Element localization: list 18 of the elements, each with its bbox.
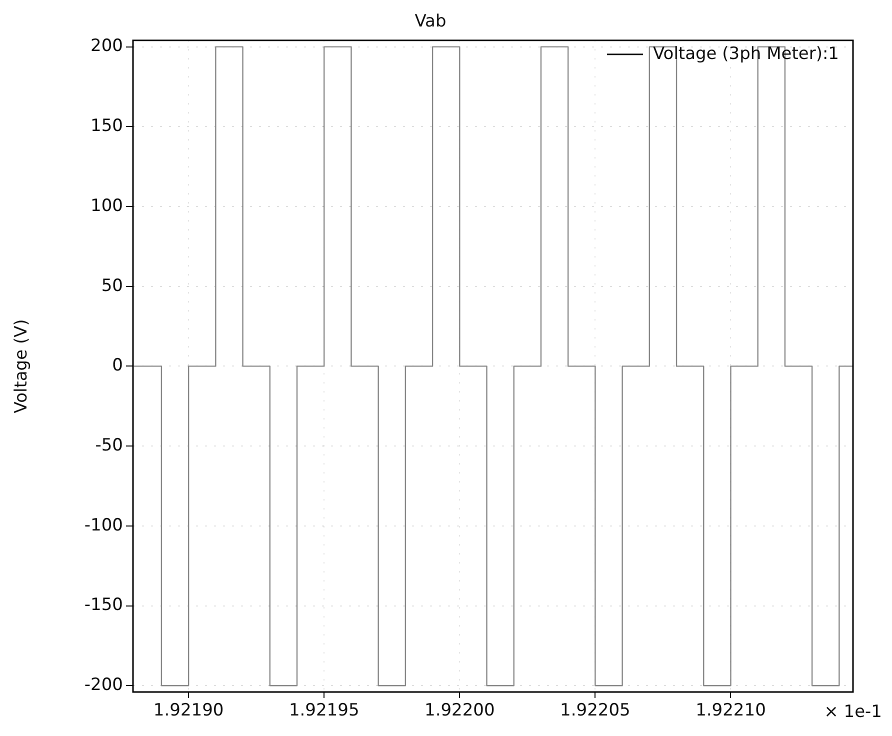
y-tick-label: -150 [84,595,123,616]
x-tick-label: 1.92190 [153,700,224,721]
series-label: Voltage (3ph Meter):1 [652,44,840,64]
chart-title: Vab [414,12,446,32]
y-tick-label: 0 [112,356,123,376]
x-tick-label: 1.92200 [424,700,495,721]
text: × 1e-1 [824,702,882,722]
y-tick-label: 50 [101,276,123,296]
y-tick-label: 200 [90,36,123,56]
y-tick-label: 100 [90,196,123,216]
x-tick-label: 1.92205 [560,700,630,721]
x-tick-label: 1.92195 [288,700,360,721]
y-axis-title: Voltage (V) [12,319,32,414]
x-tick-label: 1.92210 [696,700,766,721]
y-tick-label: -50 [95,435,123,456]
y-tick-label: -100 [84,515,123,536]
y-tick-label: -200 [84,675,123,696]
y-tick-label: 150 [90,116,123,136]
